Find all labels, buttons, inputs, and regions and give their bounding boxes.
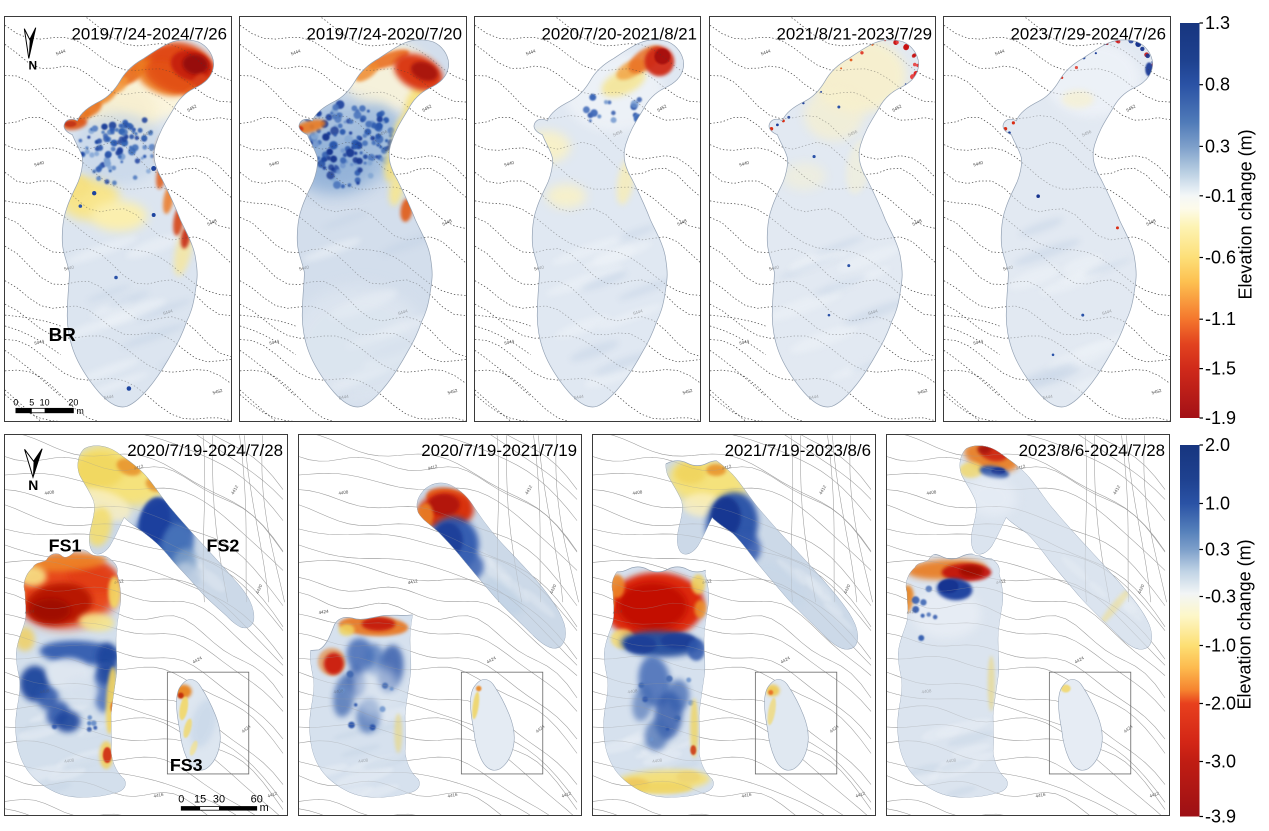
svg-text:0.3: 0.3 [1205, 136, 1230, 156]
svg-text:2023/7/29-2024/7/26: 2023/7/29-2024/7/26 [1011, 24, 1166, 43]
svg-text:2020/7/19-2024/7/28: 2020/7/19-2024/7/28 [127, 441, 283, 460]
svg-text:2023/8/6-2024/7/28: 2023/8/6-2024/7/28 [1018, 441, 1164, 460]
svg-text:10: 10 [40, 397, 50, 407]
svg-text:0.8: 0.8 [1205, 75, 1230, 95]
svg-text:2020/7/20-2021/8/21: 2020/7/20-2021/8/21 [541, 24, 696, 43]
svg-text:-2.0: -2.0 [1205, 693, 1236, 713]
svg-text:0: 0 [13, 397, 18, 407]
svg-text:1.3: 1.3 [1205, 13, 1230, 33]
svg-text:-3.9: -3.9 [1205, 806, 1236, 826]
svg-text:20: 20 [68, 397, 78, 407]
svg-text:1.0: 1.0 [1205, 493, 1230, 513]
svg-text:2021/7/19-2023/8/6: 2021/7/19-2023/8/6 [724, 441, 870, 460]
svg-text:N: N [28, 476, 38, 492]
svg-text:-3.0: -3.0 [1205, 751, 1236, 771]
svg-text:-1.9: -1.9 [1205, 408, 1236, 428]
svg-text:m: m [259, 802, 268, 814]
svg-text:30: 30 [212, 793, 224, 805]
svg-text:BR: BR [49, 323, 77, 344]
svg-text:-0.6: -0.6 [1205, 248, 1236, 268]
svg-text:N: N [28, 58, 37, 72]
svg-text:0.3: 0.3 [1205, 539, 1230, 559]
svg-text:-0.3: -0.3 [1205, 586, 1236, 606]
svg-text:-1.0: -1.0 [1205, 635, 1236, 655]
svg-text:2020/7/19-2021/7/19: 2020/7/19-2021/7/19 [421, 441, 577, 460]
svg-text:60: 60 [250, 793, 262, 805]
svg-text:5: 5 [29, 397, 34, 407]
svg-text:-1.5: -1.5 [1205, 359, 1236, 379]
svg-text:FS1: FS1 [48, 535, 81, 555]
svg-text:FS2: FS2 [206, 535, 239, 555]
svg-text:2019/7/24-2024/7/26: 2019/7/24-2024/7/26 [72, 24, 227, 43]
svg-text:0: 0 [178, 793, 184, 805]
svg-text:-0.1: -0.1 [1205, 186, 1236, 206]
svg-text:m: m [76, 405, 83, 415]
svg-text:FS3: FS3 [169, 754, 202, 774]
svg-text:2019/7/24-2020/7/20: 2019/7/24-2020/7/20 [307, 24, 462, 43]
svg-text:-1.1: -1.1 [1205, 309, 1236, 329]
svg-text:2.0: 2.0 [1205, 435, 1230, 455]
svg-text:15: 15 [194, 793, 206, 805]
svg-text:2021/8/21-2023/7/29: 2021/8/21-2023/7/29 [776, 24, 931, 43]
